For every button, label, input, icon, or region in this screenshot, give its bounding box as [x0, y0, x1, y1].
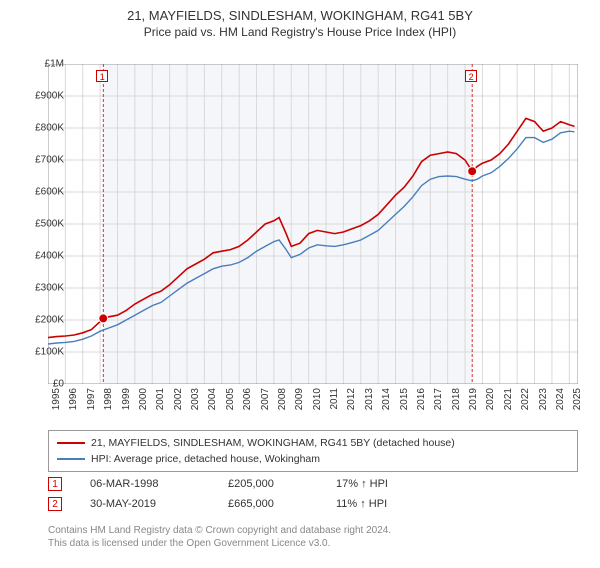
sale-row: 1 06-MAR-1998 £205,000 17% ↑ HPI — [48, 474, 578, 494]
x-axis-label: 2014 — [381, 388, 392, 410]
footer-line: This data is licensed under the Open Gov… — [48, 537, 578, 550]
x-axis-label: 2003 — [190, 388, 201, 410]
x-axis-label: 1997 — [86, 388, 97, 410]
sale-date: 06-MAR-1998 — [90, 478, 200, 490]
legend: 21, MAYFIELDS, SINDLESHAM, WOKINGHAM, RG… — [48, 430, 578, 472]
sale-price: £665,000 — [228, 498, 308, 510]
y-axis-label: £800K — [20, 123, 64, 134]
sale-marker-icon: 2 — [48, 497, 62, 511]
sale-delta: 17% ↑ HPI — [336, 478, 388, 490]
chart-container: 21, MAYFIELDS, SINDLESHAM, WOKINGHAM, RG… — [0, 8, 600, 568]
legend-label: 21, MAYFIELDS, SINDLESHAM, WOKINGHAM, RG… — [91, 437, 455, 449]
x-axis-label: 2019 — [468, 388, 479, 410]
x-axis-label: 2012 — [346, 388, 357, 410]
y-axis-label: £300K — [20, 283, 64, 294]
plot-area — [48, 64, 578, 384]
y-axis-label: £900K — [20, 91, 64, 102]
legend-swatch — [57, 458, 85, 460]
sale-marker-label: 1 — [96, 70, 108, 82]
legend-item-hpi: HPI: Average price, detached house, Woki… — [57, 451, 569, 467]
x-axis-label: 2020 — [485, 388, 496, 410]
x-axis-label: 2000 — [138, 388, 149, 410]
x-axis-label: 2013 — [364, 388, 375, 410]
sale-price: £205,000 — [228, 478, 308, 490]
x-axis-label: 2015 — [399, 388, 410, 410]
y-axis-label: £700K — [20, 155, 64, 166]
sale-marker-label: 2 — [465, 70, 477, 82]
y-axis-label: £400K — [20, 251, 64, 262]
sale-row: 2 30-MAY-2019 £665,000 11% ↑ HPI — [48, 494, 578, 514]
x-axis-label: 1995 — [51, 388, 62, 410]
y-axis-label: £500K — [20, 219, 64, 230]
sale-marker-icon: 1 — [48, 477, 62, 491]
x-axis-label: 2006 — [242, 388, 253, 410]
legend-swatch — [57, 442, 85, 444]
x-axis-label: 2011 — [329, 388, 340, 410]
x-axis-label: 2016 — [416, 388, 427, 410]
y-axis-label: £200K — [20, 315, 64, 326]
x-axis-label: 2008 — [277, 388, 288, 410]
x-axis-label: 2001 — [155, 388, 166, 410]
chart-title: 21, MAYFIELDS, SINDLESHAM, WOKINGHAM, RG… — [0, 8, 600, 23]
sales-table: 1 06-MAR-1998 £205,000 17% ↑ HPI 2 30-MA… — [48, 474, 578, 514]
x-axis-label: 2005 — [225, 388, 236, 410]
x-axis-label: 2009 — [294, 388, 305, 410]
line-chart-svg — [48, 64, 578, 384]
legend-label: HPI: Average price, detached house, Woki… — [91, 453, 320, 465]
x-axis-label: 2017 — [433, 388, 444, 410]
legend-item-property: 21, MAYFIELDS, SINDLESHAM, WOKINGHAM, RG… — [57, 435, 569, 451]
x-axis-label: 2025 — [572, 388, 583, 410]
footer-line: Contains HM Land Registry data © Crown c… — [48, 524, 578, 537]
x-axis-label: 2023 — [538, 388, 549, 410]
x-axis-label: 2007 — [260, 388, 271, 410]
y-axis-label: £600K — [20, 187, 64, 198]
x-axis-label: 2022 — [520, 388, 531, 410]
x-axis-label: 1999 — [121, 388, 132, 410]
y-axis-label: £1M — [20, 59, 64, 70]
sale-date: 30-MAY-2019 — [90, 498, 200, 510]
x-axis-label: 2021 — [503, 388, 514, 410]
x-axis-label: 2024 — [555, 388, 566, 410]
chart-subtitle: Price paid vs. HM Land Registry's House … — [0, 25, 600, 39]
x-axis-label: 1996 — [68, 388, 79, 410]
x-axis-label: 2002 — [173, 388, 184, 410]
y-axis-label: £100K — [20, 347, 64, 358]
footer-attribution: Contains HM Land Registry data © Crown c… — [48, 524, 578, 550]
x-axis-label: 2010 — [312, 388, 323, 410]
x-axis-label: 1998 — [103, 388, 114, 410]
x-axis-label: 2004 — [207, 388, 218, 410]
sale-delta: 11% ↑ HPI — [336, 498, 387, 510]
x-axis-label: 2018 — [451, 388, 462, 410]
